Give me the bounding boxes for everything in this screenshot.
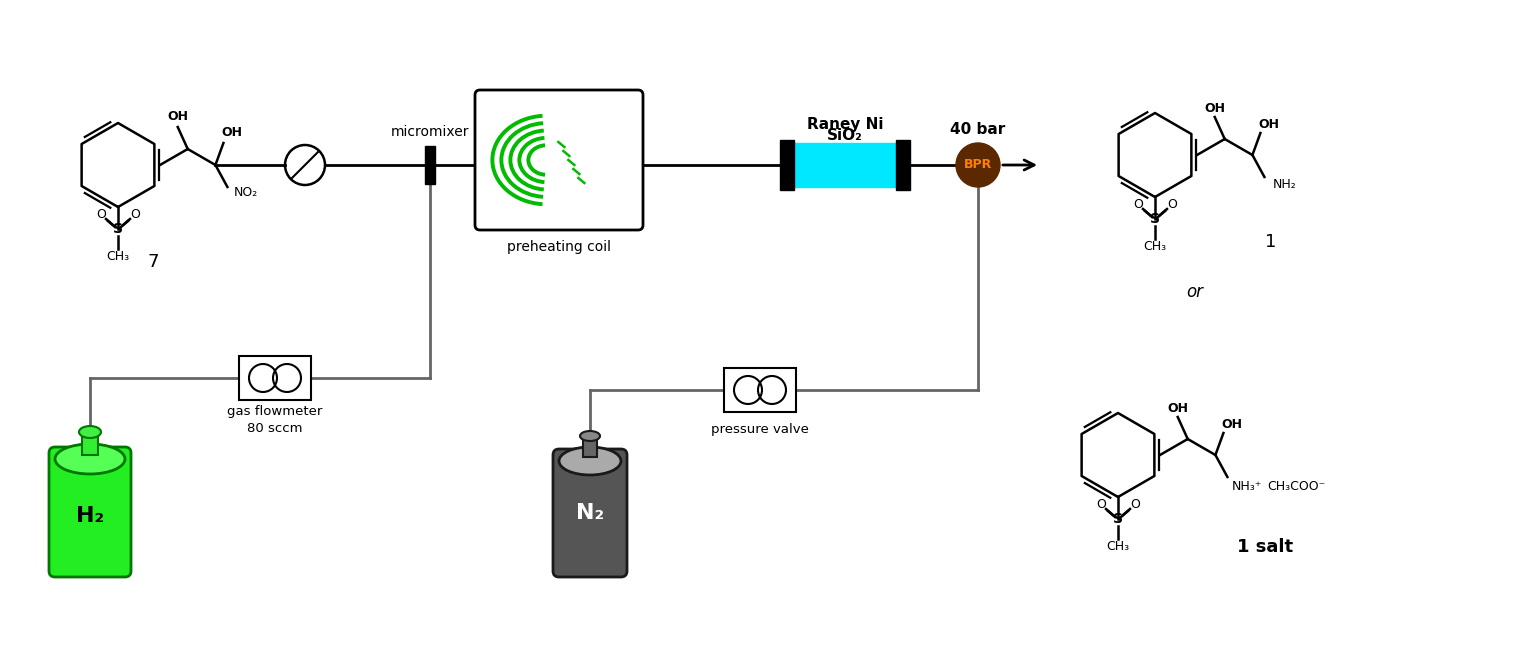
Text: O: O xyxy=(96,207,107,220)
Text: O: O xyxy=(1167,198,1177,211)
Text: OH: OH xyxy=(167,111,189,124)
Bar xyxy=(724,368,796,412)
Text: OH: OH xyxy=(1167,402,1189,415)
Text: 7: 7 xyxy=(148,253,158,271)
Text: S: S xyxy=(1151,212,1160,226)
Text: OH: OH xyxy=(1221,417,1242,430)
Text: H₂: H₂ xyxy=(76,506,103,526)
Text: O: O xyxy=(1096,498,1106,511)
Text: OH: OH xyxy=(1257,117,1278,130)
Text: CH₃: CH₃ xyxy=(107,249,129,262)
Bar xyxy=(779,140,794,190)
Text: O: O xyxy=(129,207,140,220)
Bar xyxy=(82,432,97,455)
Bar xyxy=(794,143,896,187)
Text: CH₃: CH₃ xyxy=(1143,240,1166,253)
Text: NH₃⁺: NH₃⁺ xyxy=(1231,480,1262,492)
Text: 40 bar: 40 bar xyxy=(950,122,1006,137)
Text: OH: OH xyxy=(221,126,242,139)
Ellipse shape xyxy=(55,444,125,474)
Text: O: O xyxy=(1129,498,1140,511)
Text: Raney Ni: Raney Ni xyxy=(807,117,883,132)
Text: CH₃: CH₃ xyxy=(1106,540,1129,553)
FancyBboxPatch shape xyxy=(552,449,627,577)
Text: gas flowmeter
80 sccm: gas flowmeter 80 sccm xyxy=(227,404,323,435)
Text: N₂: N₂ xyxy=(575,503,604,523)
Text: NH₂: NH₂ xyxy=(1272,178,1297,192)
Bar xyxy=(896,140,910,190)
Text: 1: 1 xyxy=(1265,233,1275,251)
Text: NO₂: NO₂ xyxy=(233,187,257,200)
Ellipse shape xyxy=(580,431,600,441)
Text: S: S xyxy=(113,222,123,236)
Circle shape xyxy=(956,143,1000,187)
FancyBboxPatch shape xyxy=(49,447,131,577)
Bar xyxy=(583,436,597,457)
Text: S: S xyxy=(1113,512,1123,526)
Ellipse shape xyxy=(79,426,100,438)
Text: pressure valve: pressure valve xyxy=(711,424,808,437)
Text: OH: OH xyxy=(1204,102,1225,115)
Text: or: or xyxy=(1187,283,1204,301)
Text: CH₃COO⁻: CH₃COO⁻ xyxy=(1268,480,1326,492)
Ellipse shape xyxy=(559,447,621,475)
Text: micromixer: micromixer xyxy=(391,125,469,139)
Text: BPR: BPR xyxy=(963,159,992,172)
Text: SiO₂: SiO₂ xyxy=(826,128,863,143)
Text: 1 salt: 1 salt xyxy=(1237,538,1294,556)
Text: O: O xyxy=(1132,198,1143,211)
Bar xyxy=(425,146,435,184)
FancyBboxPatch shape xyxy=(475,90,642,230)
Text: preheating coil: preheating coil xyxy=(507,240,610,254)
Bar xyxy=(239,356,310,400)
